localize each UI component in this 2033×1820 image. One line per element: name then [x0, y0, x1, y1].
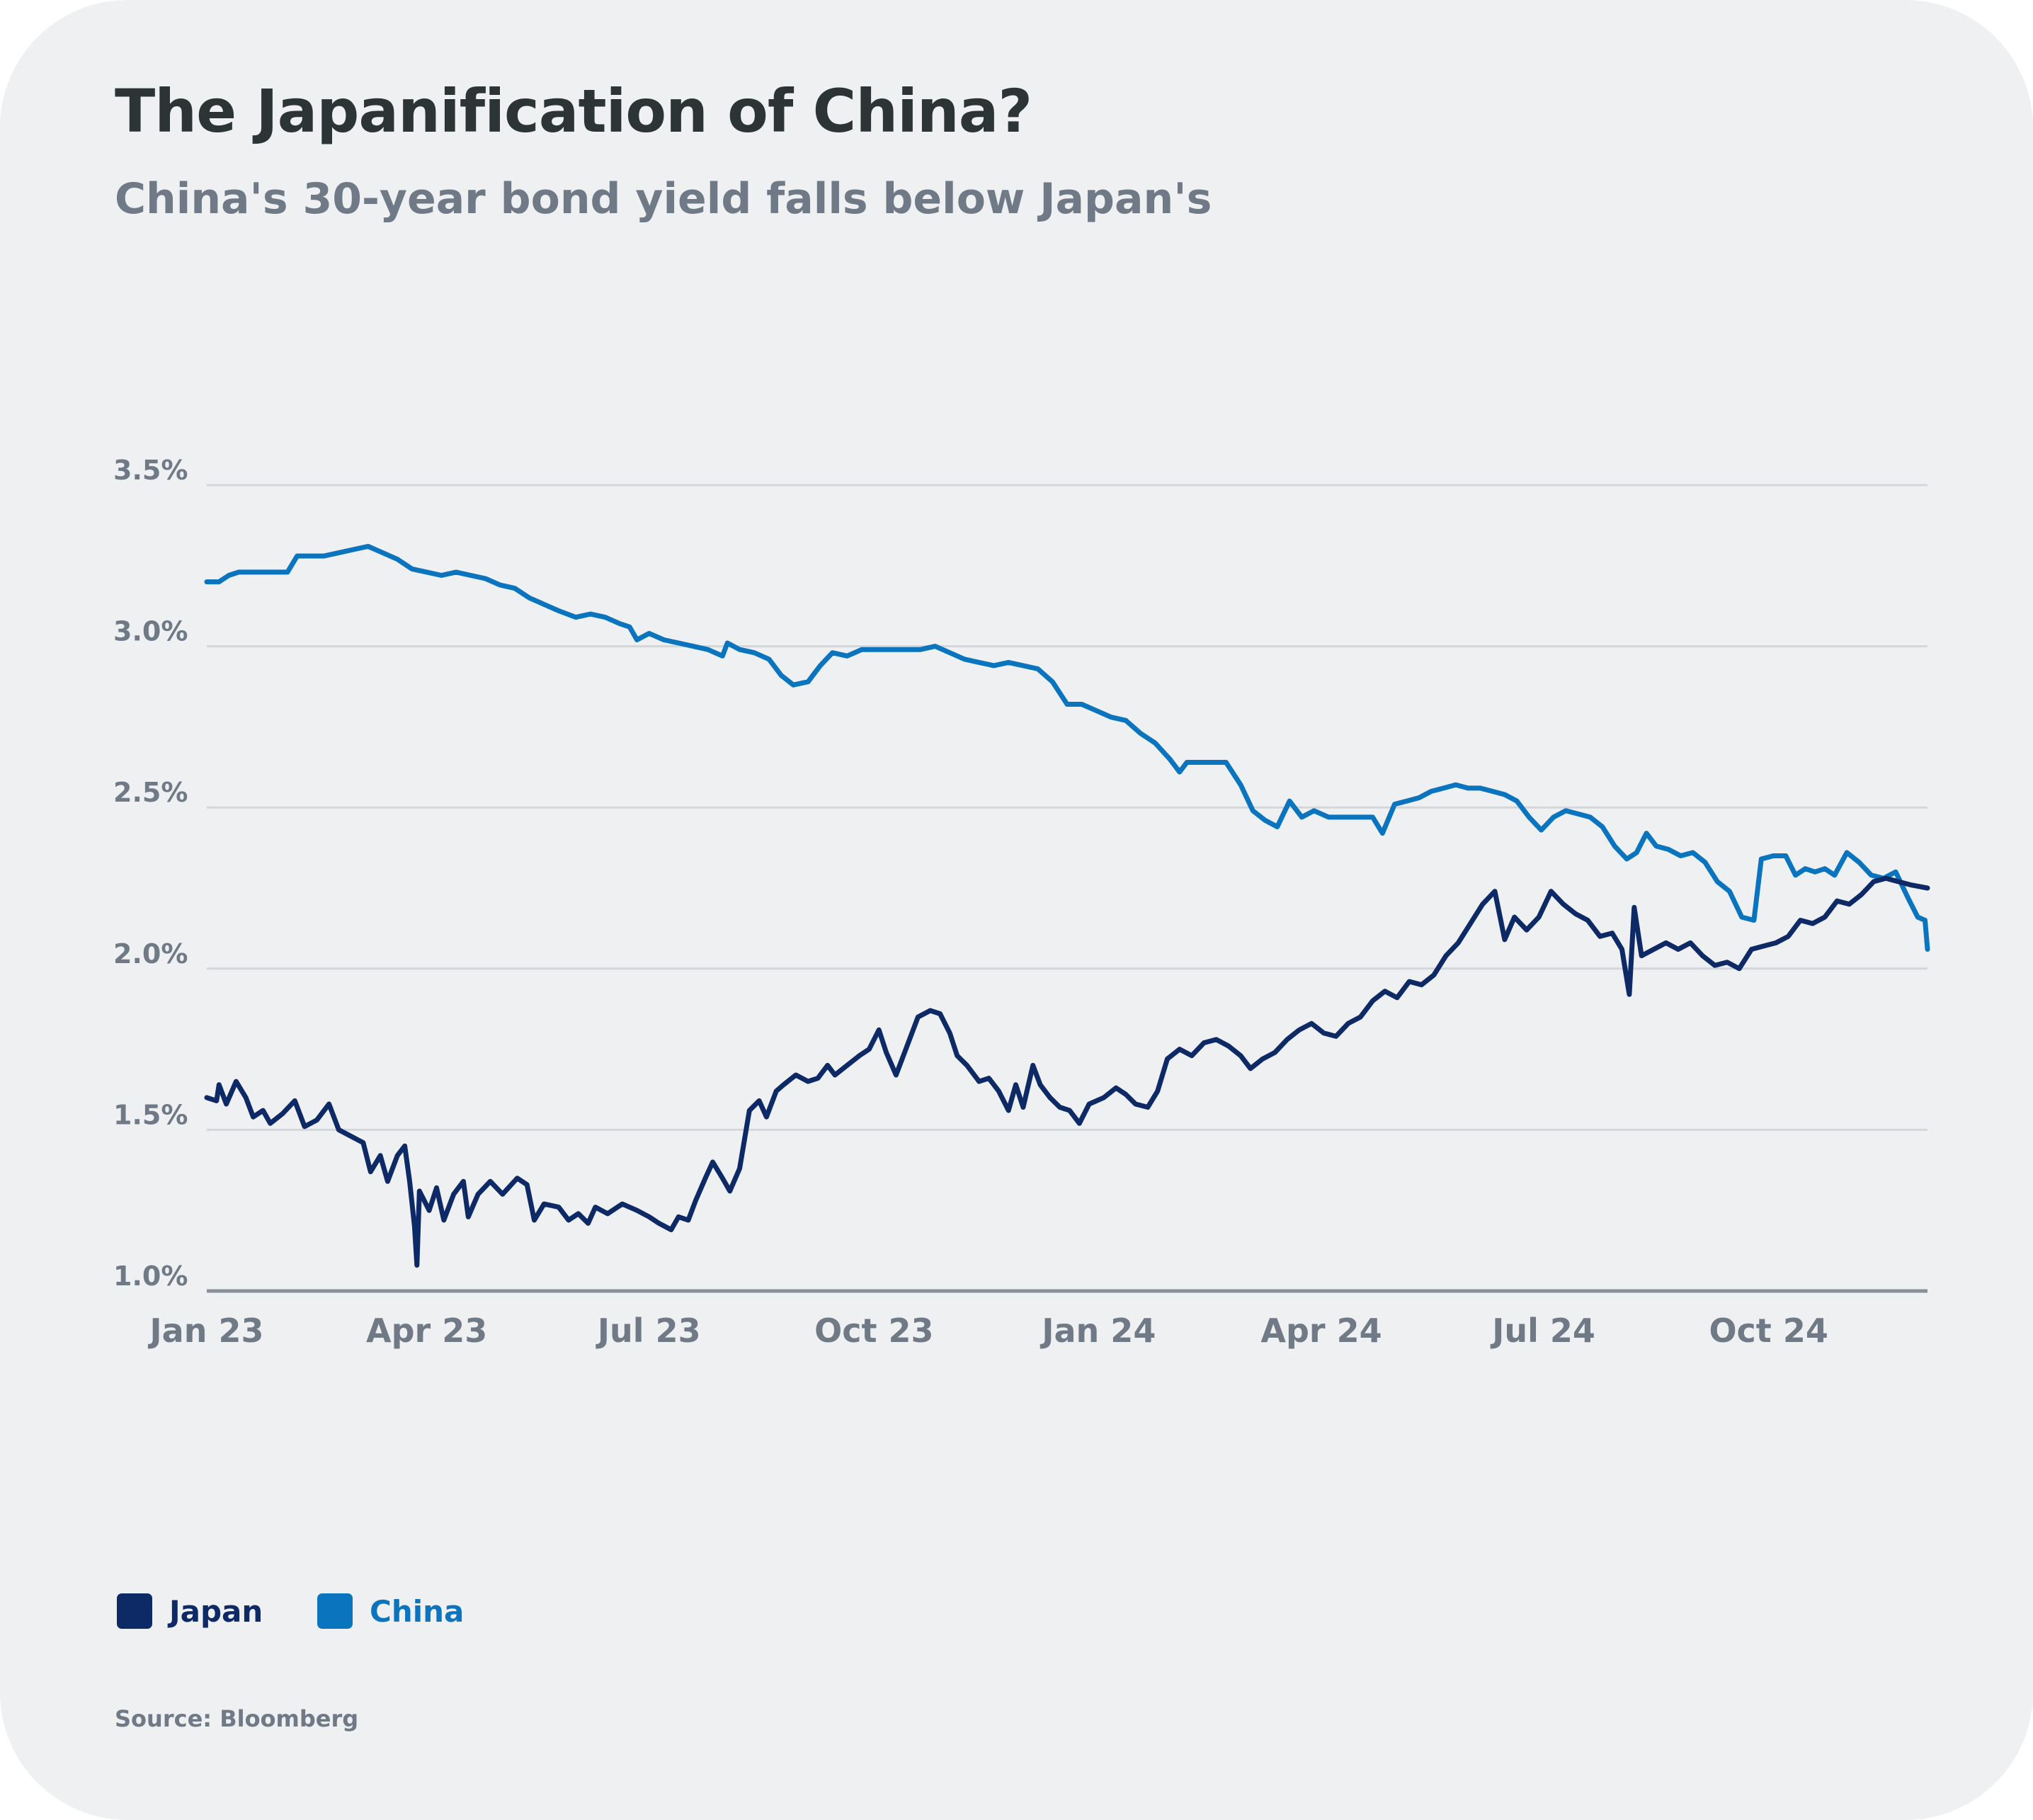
y-tick-label-0: 1.0%: [113, 1261, 188, 1292]
x-tick-label-2: Jul 23: [596, 1312, 701, 1350]
legend-item-japan: Japan: [117, 1593, 263, 1629]
chart-subtitle: China's 30-year bond yield falls below J…: [115, 174, 1212, 224]
source-note: Source: Bloomberg: [115, 1705, 359, 1732]
series-line-china: [204, 544, 1930, 952]
y-tick-label-5: 3.5%: [113, 455, 188, 486]
legend-label-japan: Japan: [169, 1593, 263, 1629]
x-tick-label-6: Jul 24: [1490, 1312, 1595, 1350]
x-tick-label-1: Apr 23: [366, 1312, 487, 1350]
x-axis-ticks: Jan 23 Apr 23 Jul 23 Oct 23 Jan 24 Apr 24 Jul …: [148, 1312, 1828, 1350]
series-lines: [204, 544, 1930, 1268]
gridlines: [207, 484, 1927, 1293]
series-line-japan: [204, 875, 1930, 1268]
x-tick-label-5: Apr 24: [1260, 1312, 1382, 1350]
chart-title: The Japanification of China?: [115, 76, 1032, 146]
x-tick-label-0: Jan 23: [148, 1312, 264, 1350]
legend-swatch-china: [317, 1593, 353, 1629]
y-tick-label-1: 1.5%: [113, 1099, 188, 1130]
legend-item-china: China: [317, 1593, 464, 1629]
y-tick-label-2: 2.0%: [113, 938, 188, 969]
x-tick-label-7: Oct 24: [1709, 1312, 1828, 1350]
legend-label-china: China: [370, 1593, 465, 1629]
y-tick-label-3: 2.5%: [113, 777, 188, 808]
legend-swatch-japan: [117, 1593, 152, 1629]
y-axis-ticks: 1.0% 1.5% 2.0% 2.5% 3.0% 3.5%: [113, 455, 188, 1292]
x-tick-label-3: Oct 23: [814, 1312, 933, 1350]
y-tick-label-4: 3.0%: [113, 616, 188, 647]
x-tick-label-4: Jan 24: [1040, 1312, 1156, 1350]
